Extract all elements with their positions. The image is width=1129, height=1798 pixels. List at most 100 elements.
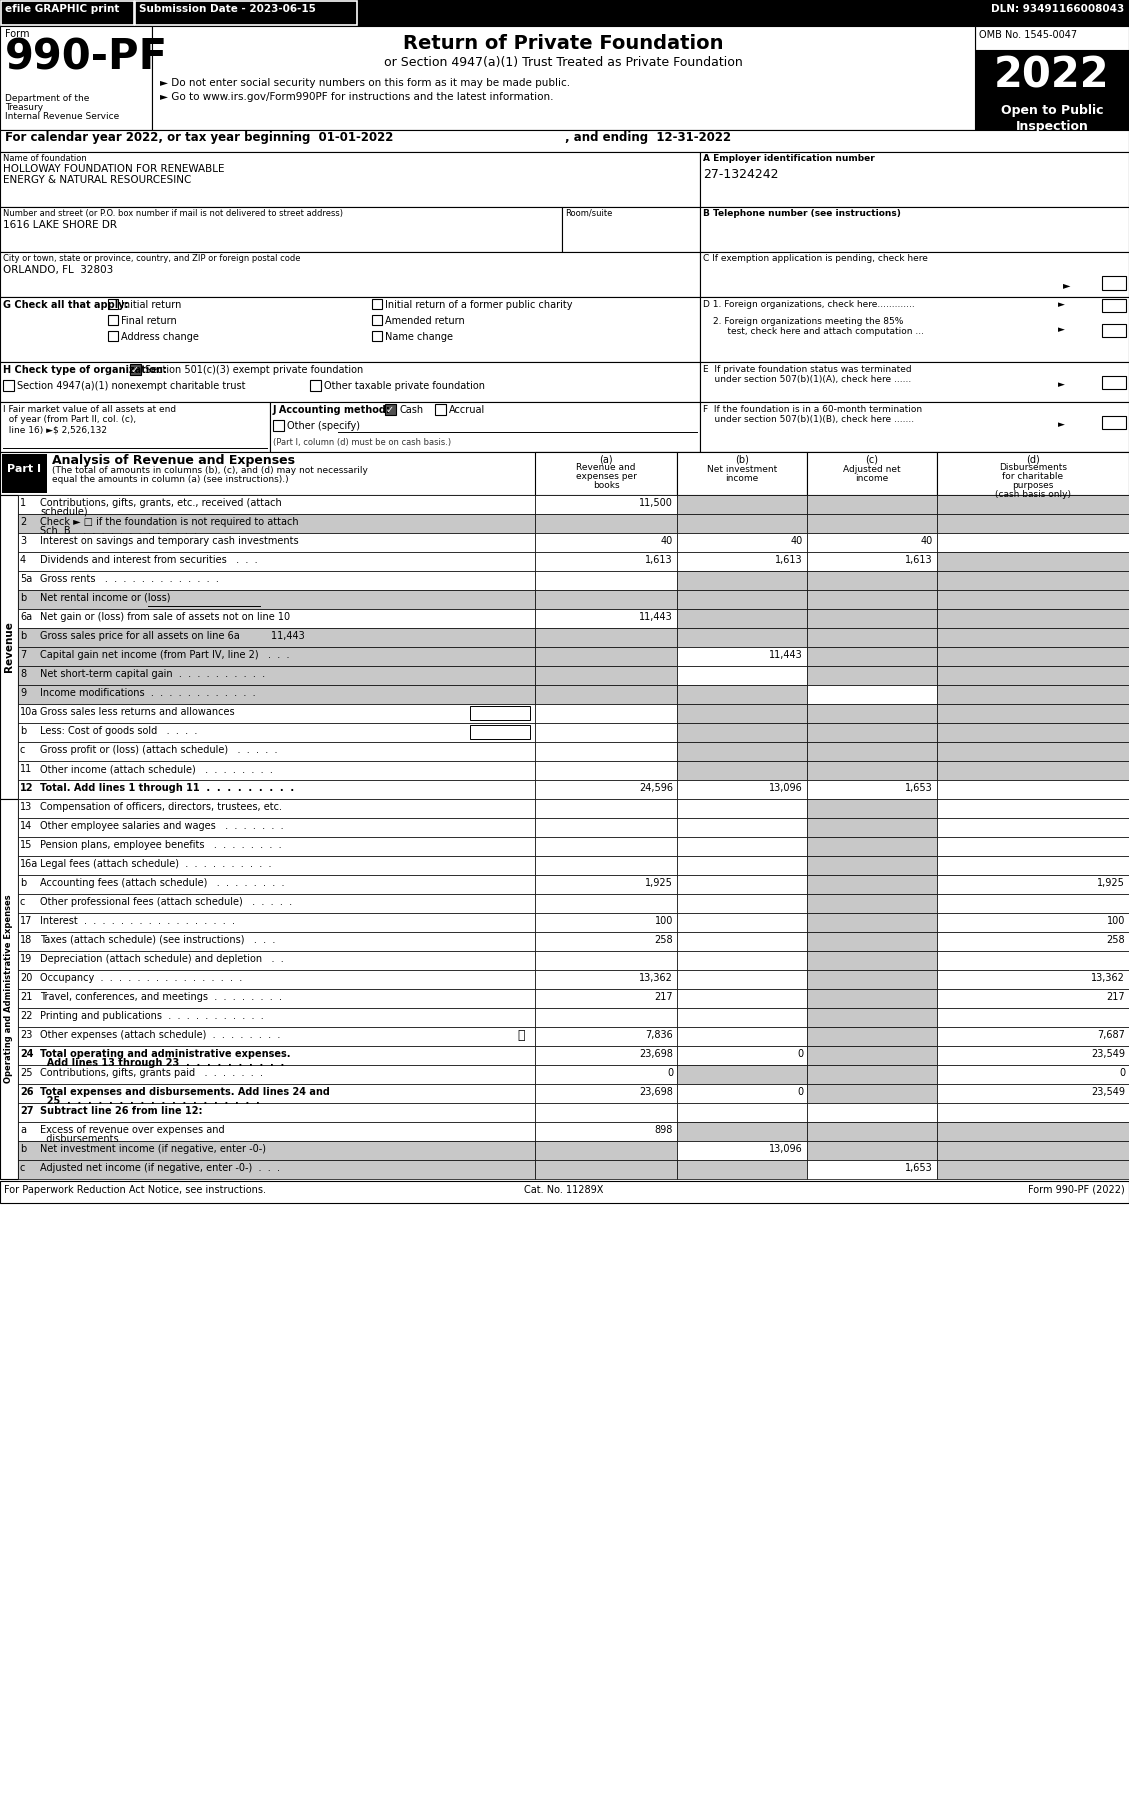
Bar <box>677 951 807 969</box>
Text: 100: 100 <box>655 915 673 926</box>
Text: 13,096: 13,096 <box>769 782 803 793</box>
Text: 2022: 2022 <box>995 54 1110 95</box>
Text: 10a: 10a <box>20 707 38 717</box>
Bar <box>677 494 807 514</box>
Bar <box>470 725 530 739</box>
Text: (cash basis only): (cash basis only) <box>995 491 1071 500</box>
Text: 13: 13 <box>20 802 33 813</box>
Text: 3: 3 <box>20 536 26 547</box>
Bar <box>807 494 937 514</box>
Bar <box>108 315 119 325</box>
Bar <box>807 1027 937 1046</box>
Text: 5a: 5a <box>20 574 33 584</box>
Text: schedule): schedule) <box>40 507 88 518</box>
Text: Gross sales less returns and allowances: Gross sales less returns and allowances <box>40 707 235 717</box>
Text: Adjusted net income (if negative, enter -0-)  .  .  .: Adjusted net income (if negative, enter … <box>40 1163 280 1172</box>
Text: c: c <box>20 744 25 755</box>
Text: 23: 23 <box>20 1030 33 1039</box>
Bar <box>535 1122 677 1142</box>
Text: ✓: ✓ <box>386 405 394 415</box>
Bar <box>937 818 1129 838</box>
Bar <box>677 913 807 931</box>
Text: DLN: 93491166008043: DLN: 93491166008043 <box>991 4 1124 14</box>
Bar <box>18 610 535 628</box>
Bar <box>18 1046 535 1064</box>
Bar <box>677 685 807 705</box>
Text: For Paperwork Reduction Act Notice, see instructions.: For Paperwork Reduction Act Notice, see … <box>5 1185 266 1196</box>
Text: 16a: 16a <box>20 859 38 868</box>
Bar <box>677 1009 807 1027</box>
Bar <box>677 856 807 876</box>
Bar <box>18 494 535 514</box>
Text: 100: 100 <box>1106 915 1124 926</box>
Bar <box>371 315 382 325</box>
Bar <box>535 590 677 610</box>
Bar <box>937 552 1129 572</box>
Text: 1,653: 1,653 <box>905 782 933 793</box>
Text: Printing and publications  .  .  .  .  .  .  .  .  .  .  .: Printing and publications . . . . . . . … <box>40 1010 264 1021</box>
Bar <box>677 761 807 780</box>
Bar <box>535 931 677 951</box>
Text: E  If private foundation status was terminated: E If private foundation status was termi… <box>703 365 911 374</box>
Text: Cash: Cash <box>400 405 425 415</box>
Text: 13,362: 13,362 <box>1091 973 1124 984</box>
Text: Contributions, gifts, grants paid   .  .  .  .  .  .  .: Contributions, gifts, grants paid . . . … <box>40 1068 263 1079</box>
Bar <box>18 838 535 856</box>
Text: ORLANDO, FL  32803: ORLANDO, FL 32803 <box>3 264 113 275</box>
Bar <box>535 552 677 572</box>
Bar <box>535 876 677 894</box>
Text: Net rental income or (loss): Net rental income or (loss) <box>40 593 170 602</box>
Bar <box>535 1102 677 1122</box>
Bar <box>937 514 1129 532</box>
Text: Room/suite: Room/suite <box>564 209 612 218</box>
Text: ► Do not enter social security numbers on this form as it may be made public.: ► Do not enter social security numbers o… <box>160 77 570 88</box>
Bar <box>135 2 357 25</box>
Text: Accrual: Accrual <box>449 405 485 415</box>
Bar <box>700 153 1129 207</box>
Text: Taxes (attach schedule) (see instructions)   .  .  .: Taxes (attach schedule) (see instruction… <box>40 935 275 946</box>
Text: 1,925: 1,925 <box>645 877 673 888</box>
Bar <box>535 743 677 761</box>
Bar <box>677 876 807 894</box>
Text: B Telephone number (see instructions): B Telephone number (see instructions) <box>703 209 901 218</box>
Text: Internal Revenue Service: Internal Revenue Service <box>5 111 120 120</box>
Text: expenses per: expenses per <box>576 473 637 482</box>
Bar <box>937 685 1129 705</box>
Text: I Fair market value of all assets at end: I Fair market value of all assets at end <box>3 405 176 414</box>
Text: Total expenses and disbursements. Add lines 24 and: Total expenses and disbursements. Add li… <box>40 1088 330 1097</box>
Text: of year (from Part II, col. (c),: of year (from Part II, col. (c), <box>3 415 137 424</box>
Bar <box>937 780 1129 798</box>
Text: 9: 9 <box>20 689 26 698</box>
Bar <box>807 743 937 761</box>
Text: Net investment: Net investment <box>707 466 777 475</box>
Bar <box>937 494 1129 514</box>
Bar <box>677 780 807 798</box>
Bar <box>807 1122 937 1142</box>
Text: Name change: Name change <box>385 333 453 342</box>
Bar <box>807 951 937 969</box>
Text: c: c <box>20 897 25 906</box>
Bar <box>0 361 700 403</box>
Bar <box>1102 298 1126 313</box>
Bar <box>677 705 807 723</box>
Bar <box>18 647 535 665</box>
Bar <box>18 685 535 705</box>
Bar <box>807 1084 937 1102</box>
Bar <box>535 1064 677 1084</box>
Bar <box>937 913 1129 931</box>
Text: Other professional fees (attach schedule)   .  .  .  .  .: Other professional fees (attach schedule… <box>40 897 292 906</box>
Text: (d): (d) <box>1026 455 1040 464</box>
Bar <box>807 969 937 989</box>
Bar <box>677 451 807 494</box>
Text: disbursements: disbursements <box>40 1135 119 1144</box>
Bar <box>807 1064 937 1084</box>
Text: Compensation of officers, directors, trustees, etc.: Compensation of officers, directors, tru… <box>40 802 282 813</box>
Text: 258: 258 <box>655 935 673 946</box>
Bar <box>700 297 1129 361</box>
Bar <box>807 876 937 894</box>
Bar <box>677 969 807 989</box>
Bar <box>937 705 1129 723</box>
Bar <box>807 798 937 818</box>
Bar <box>535 856 677 876</box>
Text: purposes: purposes <box>1013 482 1053 491</box>
